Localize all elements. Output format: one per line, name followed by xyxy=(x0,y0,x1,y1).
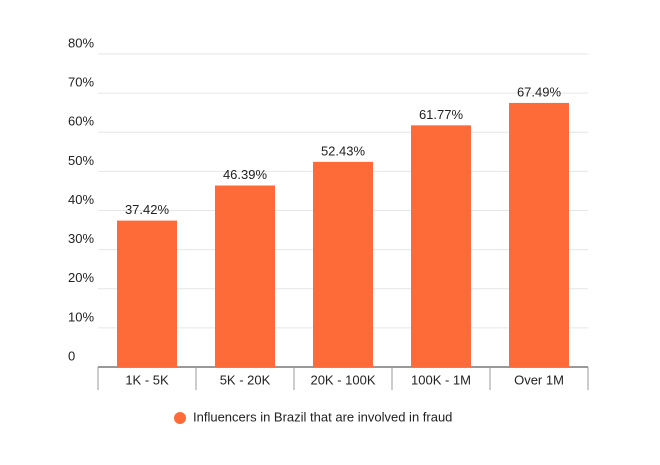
legend-label: Influencers in Brazil that are involved … xyxy=(193,409,452,424)
x-tick-label: 100K - 1M xyxy=(411,372,471,387)
y-tick-label: 20% xyxy=(68,270,94,285)
legend-marker xyxy=(174,412,186,424)
x-tick-label: 20K - 100K xyxy=(310,372,375,387)
x-tick-label: 1K - 5K xyxy=(125,372,169,387)
x-tick-label: Over 1M xyxy=(514,372,564,387)
data-label: 37.42% xyxy=(125,202,170,217)
bar xyxy=(313,161,373,367)
y-tick-label: 0 xyxy=(68,348,75,363)
x-tick-label: 5K - 20K xyxy=(220,372,271,387)
y-tick-label: 50% xyxy=(68,153,94,168)
data-label: 46.39% xyxy=(223,167,268,182)
bar xyxy=(411,125,471,367)
data-label: 67.49% xyxy=(517,84,562,99)
bar xyxy=(215,185,275,367)
data-label: 52.43% xyxy=(321,143,366,158)
bar xyxy=(509,102,569,367)
y-tick-label: 10% xyxy=(68,309,94,324)
y-tick-label: 80% xyxy=(68,35,94,50)
y-tick-label: 40% xyxy=(68,192,94,207)
bar xyxy=(117,220,177,367)
y-tick-label: 70% xyxy=(68,75,94,90)
data-label: 61.77% xyxy=(419,107,464,122)
y-tick-label: 30% xyxy=(68,231,94,246)
y-tick-label: 60% xyxy=(68,114,94,129)
